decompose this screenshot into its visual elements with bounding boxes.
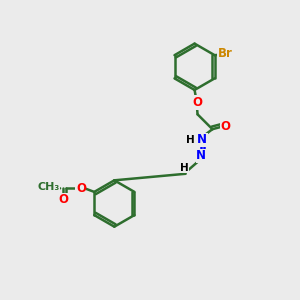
Text: N: N bbox=[196, 149, 206, 162]
Text: H: H bbox=[186, 135, 194, 145]
Text: Br: Br bbox=[218, 47, 232, 60]
Text: N: N bbox=[197, 133, 207, 146]
Text: O: O bbox=[76, 182, 86, 195]
Text: O: O bbox=[58, 193, 68, 206]
Text: H: H bbox=[180, 163, 189, 173]
Text: CH₃: CH₃ bbox=[37, 182, 59, 192]
Text: O: O bbox=[221, 120, 231, 133]
Text: O: O bbox=[192, 96, 202, 109]
